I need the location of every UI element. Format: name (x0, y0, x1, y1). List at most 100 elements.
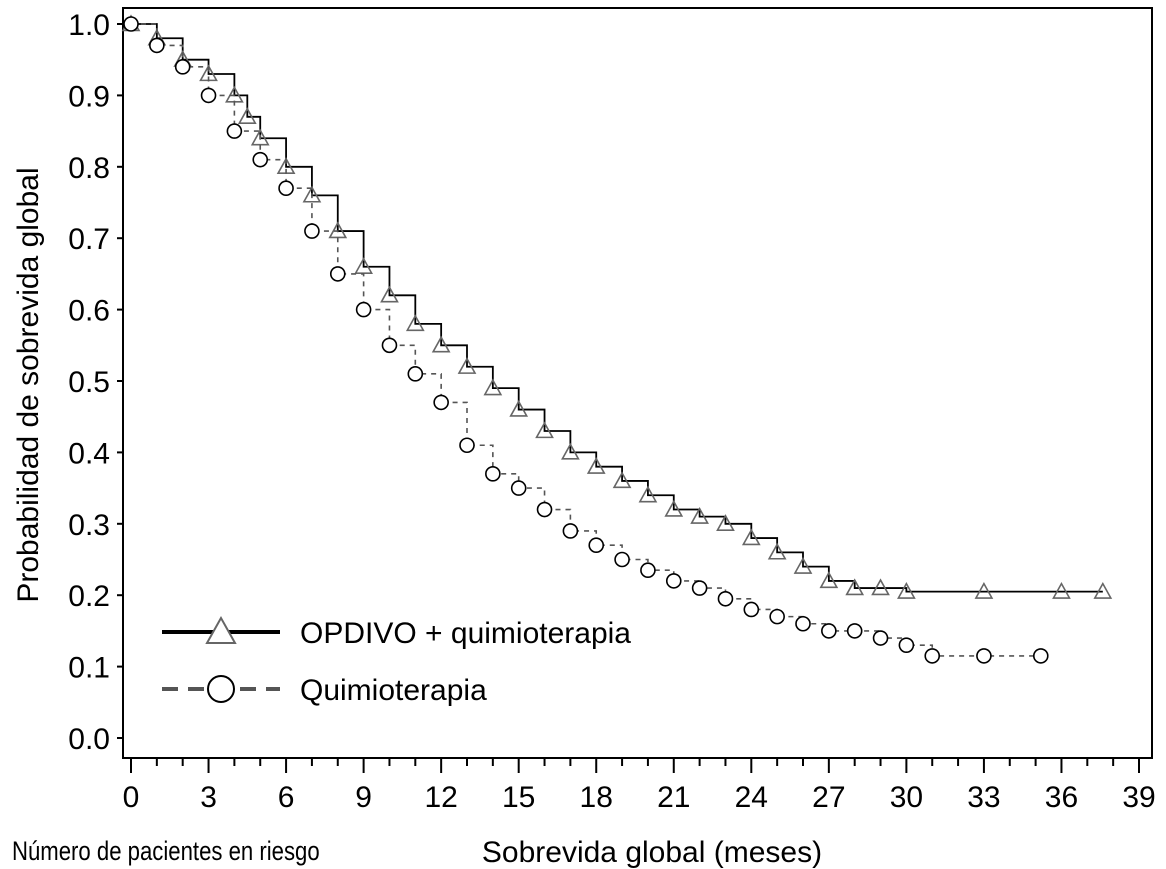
series-point (485, 466, 501, 482)
y-axis-title: Probabilidad de sobrevida global (12, 167, 45, 602)
series-point (976, 648, 992, 664)
series-point (793, 556, 813, 574)
series-point (871, 578, 890, 596)
series-point (1032, 648, 1049, 664)
series-point (535, 421, 554, 439)
series-point (1052, 581, 1071, 599)
series-point (237, 107, 257, 125)
x-tick-label: 27 (812, 781, 845, 814)
series-point (614, 551, 630, 568)
series-point (510, 480, 527, 496)
series-point (509, 399, 529, 417)
series-point (457, 357, 477, 374)
y-tick-label: 0.8 (68, 152, 110, 185)
series-point (821, 623, 837, 639)
x-tick-label: 24 (735, 781, 768, 814)
x-tick-label: 30 (890, 781, 923, 814)
footer-note: Número de pacientes en riesgo (12, 836, 320, 866)
series-point (123, 16, 139, 32)
series-point (741, 528, 761, 546)
y-tick-label: 0.9 (68, 80, 110, 113)
series-point (407, 366, 424, 382)
series-point (431, 335, 451, 353)
series-point (536, 501, 553, 518)
series-point (459, 437, 475, 454)
series-point (612, 471, 632, 489)
series-point (561, 442, 580, 460)
series-point (174, 59, 191, 75)
x-tick-label: 39 (1122, 781, 1155, 814)
series-point (743, 601, 760, 618)
series-point (846, 623, 863, 639)
series-2 (123, 16, 1049, 664)
legend-marker (207, 675, 235, 703)
y-tick-label: 1.0 (68, 9, 110, 42)
series-point (433, 394, 449, 411)
legend-label: Quimioterapia (300, 674, 487, 707)
series-point (250, 128, 270, 146)
series-point (690, 507, 709, 524)
legend-label: OPDIVO + quimioterapia (300, 617, 631, 650)
series-layer (121, 14, 1113, 664)
series-point (664, 499, 684, 517)
series-point (1093, 581, 1113, 599)
x-tick-label: 15 (502, 781, 535, 814)
series-point (149, 37, 165, 54)
series-point (872, 630, 889, 646)
series-point (355, 301, 372, 318)
series-point (304, 223, 320, 239)
series-point (638, 485, 658, 503)
series-point (897, 581, 916, 599)
series-1 (121, 14, 1113, 599)
legend-marker (205, 615, 237, 644)
series-point (329, 266, 346, 282)
y-tick-label: 0.5 (68, 366, 110, 399)
series-point (767, 542, 787, 560)
legend: OPDIVO + quimioterapia Quimioterapia (162, 615, 631, 707)
x-tick-label: 21 (657, 781, 690, 814)
series-point (716, 514, 735, 532)
x-tick-label: 3 (200, 781, 217, 814)
y-tick-label: 0.6 (68, 295, 110, 328)
plot-frame (122, 7, 1153, 759)
series-point (380, 285, 399, 303)
series-point (252, 151, 269, 168)
series-point (200, 87, 217, 104)
series-point (586, 457, 606, 474)
axes: 0.00.10.20.30.40.50.60.70.80.91.00 3 6 9 12 1… (68, 9, 1155, 814)
y-tick-label: 0.1 (68, 652, 110, 685)
series-point (278, 180, 294, 197)
series-point (588, 537, 605, 554)
y-tick-label: 0.3 (68, 509, 110, 542)
series-point (819, 571, 839, 589)
series-point (691, 580, 708, 596)
series-point (665, 573, 682, 589)
x-tick-label: 0 (123, 781, 140, 814)
series-point (717, 590, 734, 607)
series-point (769, 608, 785, 625)
series-point (640, 562, 656, 579)
series-point (795, 615, 811, 632)
x-tick-label: 12 (424, 781, 457, 814)
series-point (845, 578, 865, 596)
series-point (924, 648, 941, 664)
y-tick-label: 0.7 (68, 223, 110, 256)
x-tick-label: 9 (355, 781, 372, 814)
x-tick-label: 18 (580, 781, 613, 814)
legend-entry: OPDIVO + quimioterapia (162, 615, 631, 650)
x-axis-title: Sobrevida global (meses) (482, 836, 822, 869)
y-tick-label: 0.4 (68, 437, 110, 470)
x-tick-label: 36 (1045, 781, 1078, 814)
series-point (898, 637, 915, 653)
y-tick-label: 0.0 (68, 723, 110, 756)
series-point (381, 337, 398, 354)
series-point (226, 123, 243, 139)
x-tick-label: 33 (967, 781, 1000, 814)
series-point (562, 523, 579, 539)
series-point (974, 581, 994, 599)
series-point (483, 378, 503, 396)
series-line (131, 23, 1041, 657)
legend-entry: Quimioterapia (162, 674, 487, 707)
series-point (405, 314, 425, 332)
